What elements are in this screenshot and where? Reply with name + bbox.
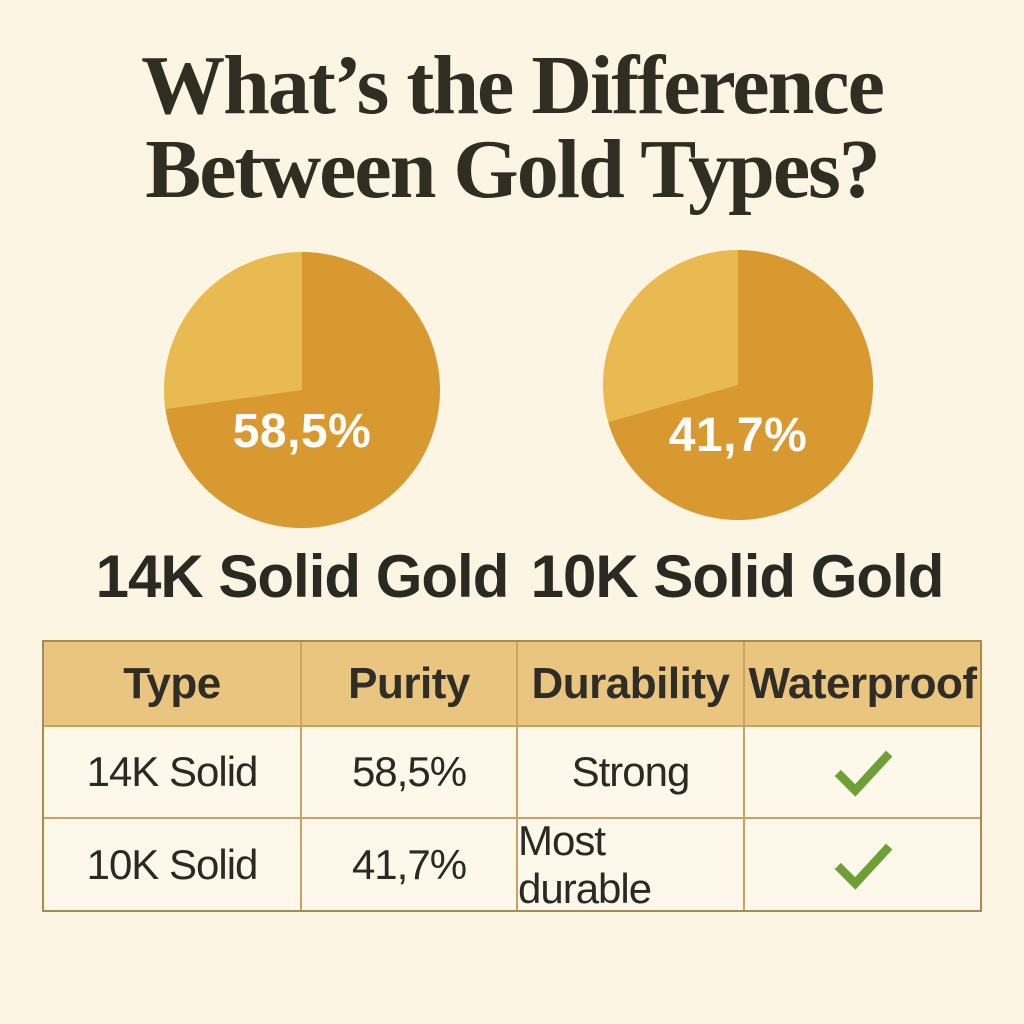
page-title: What’s the Difference Between Gold Types… bbox=[0, 44, 1024, 212]
table-cell-purity-14k: 58,5% bbox=[302, 727, 518, 819]
checkmark-icon bbox=[834, 750, 892, 797]
table-cell-waterproof-14k bbox=[745, 727, 980, 819]
page-title-line-1: What’s the Difference bbox=[141, 39, 885, 132]
table-cell-type-14k: 14K Solid bbox=[44, 727, 302, 819]
table-cell-durability-14k: Strong bbox=[518, 727, 745, 819]
page-title-line-2: Between Gold Types? bbox=[145, 123, 881, 216]
pie-percentage-label-14k: 58,5% bbox=[232, 405, 372, 458]
checkmark-icon bbox=[834, 843, 892, 890]
table-cell-type-10k: 10K Solid bbox=[44, 819, 302, 910]
table-cell-durability-10k: Most durable bbox=[518, 819, 745, 910]
pie-chart-10k: 41,7% bbox=[603, 250, 873, 520]
pie-chart-14k: 58,5% bbox=[164, 252, 440, 528]
table-header-waterproof: Waterproof bbox=[745, 642, 980, 727]
pie-caption-14k: 14K Solid Gold bbox=[95, 543, 510, 610]
table-header-type: Type bbox=[44, 642, 302, 727]
comparison-table: Type Purity Durability Waterproof 14K So… bbox=[42, 640, 982, 912]
table-header-durability: Durability bbox=[518, 642, 745, 727]
pie-percentage-label-10k: 41,7% bbox=[668, 409, 808, 462]
table-header-purity: Purity bbox=[302, 642, 518, 727]
table-cell-purity-10k: 41,7% bbox=[302, 819, 518, 910]
pie-caption-10k: 10K Solid Gold bbox=[530, 543, 945, 610]
table-cell-waterproof-10k bbox=[745, 819, 980, 910]
